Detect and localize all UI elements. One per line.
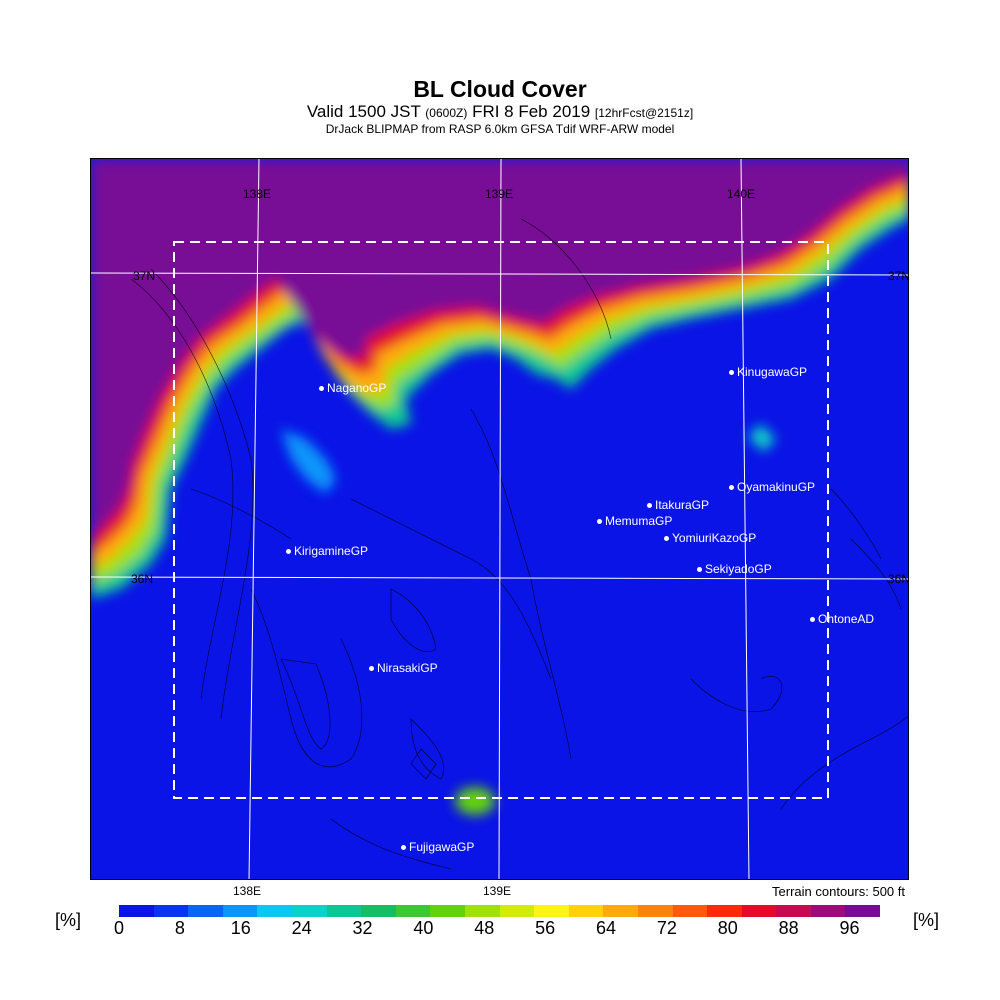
colorbar-tick-label: 80 <box>717 918 738 938</box>
station-kirigamine: KirigamineGP <box>286 544 368 558</box>
station-dot <box>810 616 815 622</box>
colorbar-swatch <box>395 905 431 917</box>
colorbar-swatch <box>464 905 500 917</box>
colorbar-tick-label: 24 <box>291 918 312 938</box>
valid-date: FRI 8 Feb 2019 <box>472 102 591 121</box>
cloud-cover-map: 138E 139E 140E 37N 37N 36N 36N NaganoGP … <box>90 158 909 880</box>
colorbar-swatch <box>257 905 292 917</box>
colorbar-tick-label: 8 <box>174 918 185 938</box>
map-title: BL Cloud Cover <box>413 76 587 102</box>
cloud-patch <box>455 787 495 815</box>
colorbar-swatch <box>637 905 673 917</box>
station-nagano: NaganoGP <box>319 381 386 395</box>
colorbar-swatch <box>291 905 327 917</box>
station-dot <box>369 665 374 671</box>
colorbar-tick-label: 72 <box>656 918 677 938</box>
lat-label-37n-right: 37N <box>888 269 909 283</box>
lon-label-138e-top: 138E <box>243 187 272 201</box>
station-dot <box>697 566 702 572</box>
lat-label-36n-left: 36N <box>131 572 154 586</box>
station-memuma: MemumaGP <box>597 514 672 528</box>
colorbar-unit-right: [%] <box>913 910 940 930</box>
colorbar-tick-label: 0 <box>113 918 125 938</box>
colorbar-swatch <box>741 905 777 917</box>
colorbar-swatch <box>361 905 396 917</box>
valid-forecast: [12hrFcst@2151z] <box>594 106 694 120</box>
model-description: DrJack BLIPMAP from RASP 6.0km GFSA Tdif… <box>325 122 675 136</box>
cloud-patch <box>281 429 336 494</box>
colorbar-tick-label: 40 <box>413 918 434 938</box>
colorbar-tick-label: 96 <box>839 918 860 938</box>
colorbar-swatch <box>326 905 362 917</box>
station-kinugawa: KinugawaGP <box>729 365 807 379</box>
station-dot <box>597 518 602 524</box>
colorbar-swatch <box>153 905 189 917</box>
colorbar <box>119 905 881 917</box>
colorbar-swatch <box>430 905 465 917</box>
colorbar-swatch <box>776 905 811 917</box>
colorbar-swatch <box>188 905 223 917</box>
colorbar-unit-left: [%] <box>55 910 82 930</box>
cloud-gradient-band <box>91 159 908 599</box>
lat-label-37n-left: 37N <box>133 269 156 283</box>
terrain-contour-note: Terrain contours: 500 ft <box>772 884 905 899</box>
station-sekiyado: SekiyadoGP <box>697 562 772 576</box>
station-dot <box>729 369 734 375</box>
station-oyamakinu: OyamakinuGP <box>729 480 815 494</box>
colorbar-swatch <box>810 905 846 917</box>
lat-lon-grid <box>91 159 908 879</box>
lon-label-139e-top: 139E <box>485 187 514 201</box>
station-nirasaki: NirasakiGP <box>369 661 438 675</box>
station-yomiurikazo: YomiuriKazoGP <box>664 531 756 545</box>
station-itakura: ItakuraGP <box>647 498 709 512</box>
colorbar-swatch <box>534 905 569 917</box>
station-dot <box>664 535 669 541</box>
colorbar-tick-label: 64 <box>596 918 617 938</box>
colorbar-swatch <box>499 905 535 917</box>
colorbar-tick-label: 16 <box>230 918 251 938</box>
colorbar-tick-label: 48 <box>474 918 495 938</box>
station-dot <box>647 502 652 508</box>
lon-label-138e-bottom: 138E <box>233 884 262 898</box>
valid-time: Valid 1500 JST (0600Z) FRI 8 Feb 2019 [1… <box>0 102 1000 122</box>
valid-utc: (0600Z) <box>425 106 468 120</box>
station-dot <box>401 844 406 850</box>
colorbar-swatch <box>568 905 604 917</box>
station-ohtone: OhtoneAD <box>810 612 874 626</box>
lat-label-36n-right: 36N <box>888 572 909 586</box>
inner-domain-box <box>173 241 829 799</box>
terrain-contours <box>130 218 908 870</box>
colorbar-tick-labels: 0 8 16 24 32 40 48 56 64 72 80 88 96 <box>114 918 880 940</box>
colorbar-tick-label: 88 <box>778 918 799 938</box>
colorbar-tick-label: 32 <box>352 918 373 938</box>
valid-prefix: Valid 1500 JST <box>306 102 421 121</box>
station-dot <box>319 385 324 391</box>
colorbar-swatch <box>672 905 708 917</box>
colorbar-swatch <box>222 905 258 917</box>
lon-label-140e-top: 140E <box>727 187 756 201</box>
colorbar-swatch <box>845 905 881 917</box>
colorbar-swatch <box>603 905 638 917</box>
station-dot <box>286 548 291 554</box>
station-fujigawa: FujigawaGP <box>401 840 474 854</box>
cloud-patch <box>747 423 777 453</box>
station-dot <box>729 484 734 490</box>
colorbar-swatch <box>119 905 154 917</box>
lon-label-139e-bottom: 139E <box>483 884 512 898</box>
colorbar-tick-label: 56 <box>535 918 556 938</box>
colorbar-swatch <box>707 905 742 917</box>
map-canvas <box>91 159 908 879</box>
